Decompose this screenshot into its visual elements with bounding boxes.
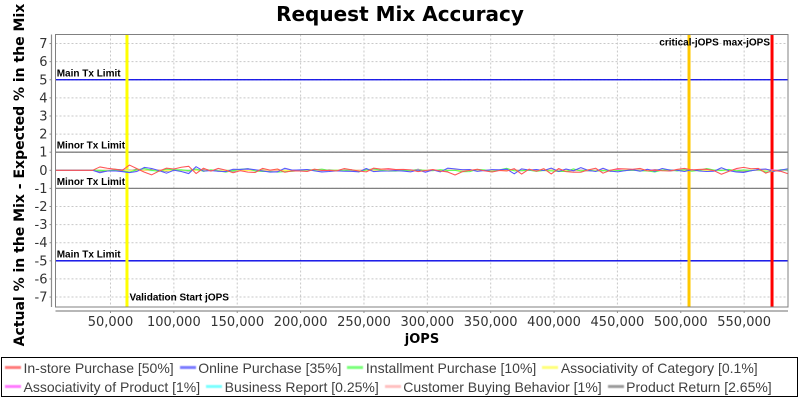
- legend-label: Product Return [2.65%]: [626, 378, 772, 395]
- legend-label: Associativity of Category [0.1%]: [560, 359, 758, 376]
- series-line: [54, 167, 789, 173]
- y-tick-label: -2: [35, 200, 48, 215]
- legend-item: Associativity of Category [0.1%]: [542, 359, 758, 376]
- legend-item: In-store Purchase [50%]: [5, 360, 174, 376]
- y-tick-label: -4: [35, 236, 48, 251]
- y-tick-label: 4: [39, 91, 47, 106]
- y-tick-label: 6: [39, 55, 47, 70]
- y-tick-label: -5: [35, 254, 48, 269]
- y-tick-label: 2: [39, 128, 47, 143]
- limit-label: Minor Tx Limit: [57, 177, 126, 188]
- legend-marker: [384, 385, 401, 388]
- legend: In-store Purchase [50%] Online Purchase …: [1, 357, 798, 397]
- x-tick-label: 300,000: [400, 315, 454, 330]
- legend-item: Business Report [0.25%]: [206, 379, 379, 395]
- legend-marker: [607, 385, 624, 388]
- x-tick-label: 100,000: [147, 315, 201, 330]
- x-tick-label: 500,000: [654, 315, 708, 330]
- legend-marker: [5, 366, 21, 369]
- legend-marker: [179, 366, 196, 369]
- legend-marker: [542, 366, 559, 369]
- y-tick-label: -7: [35, 291, 48, 306]
- x-axis-title: jOPS: [404, 332, 440, 347]
- x-tick-label: 150,000: [210, 315, 264, 330]
- limit-label: Main Tx Limit: [57, 249, 122, 260]
- plot-area: -7 -6 -5 -4 -3 -2 -1 0 1 2 3 4 5 6 7 50,000 100,000 150,0…: [35, 34, 789, 330]
- x-tick-label: 550,000: [717, 315, 771, 330]
- legend-label: Associativity of Product [1%]: [23, 378, 201, 395]
- x-tick-label: 450,000: [591, 315, 645, 330]
- x-tick-label: 400,000: [527, 315, 581, 330]
- legend-label: Installment Purchase [10%]: [365, 359, 537, 376]
- legend-item: Customer Buying Behavior [1%]: [384, 378, 602, 395]
- legend-label: Customer Buying Behavior [1%]: [403, 378, 602, 395]
- y-tick-label: -1: [35, 182, 48, 197]
- y-tick-label: 0: [39, 164, 47, 179]
- jops-marker-label: Validation Start jOPS: [129, 293, 229, 304]
- x-tick-label: 250,000: [337, 315, 391, 330]
- legend-marker: [347, 366, 364, 369]
- y-tick-label: 1: [39, 146, 47, 161]
- y-tick-label: -3: [35, 218, 48, 233]
- legend-label: Business Report [0.25%]: [224, 378, 379, 395]
- limit-label: Main Tx Limit: [57, 68, 122, 79]
- legend-label: Online Purchase [35%]: [198, 359, 342, 376]
- x-tick-label: 200,000: [274, 315, 328, 330]
- y-tick-label: 3: [39, 109, 47, 124]
- series-line: [54, 164, 789, 176]
- legend-row-1: In-store Purchase [50%] Online Purchase …: [2, 358, 797, 377]
- plot-border: [55, 34, 789, 308]
- jops-marker-label: critical-jOPS: [659, 38, 719, 49]
- legend-item: Associativity of Product [1%]: [5, 379, 200, 395]
- y-tick-label: 7: [39, 37, 47, 52]
- legend-item: Product Return [2.65%]: [607, 378, 772, 395]
- y-axis-title: Actual % in the Mix - Expected % in the …: [12, 3, 28, 347]
- legend-label: In-store Purchase [50%]: [23, 359, 174, 376]
- legend-marker: [206, 385, 223, 388]
- limit-label: Minor Tx Limit: [57, 141, 126, 152]
- legend-row-2: Associativity of Product [1%] Business R…: [2, 377, 797, 396]
- legend-marker: [5, 385, 21, 388]
- legend-item: Online Purchase [35%]: [179, 359, 342, 376]
- y-tick-label: -6: [35, 272, 48, 287]
- y-tick-label: 5: [39, 73, 47, 88]
- x-tick-label: 50,000: [88, 315, 134, 330]
- legend-item: Installment Purchase [10%]: [347, 360, 536, 376]
- jops-marker-label: max-jOPS: [723, 38, 771, 49]
- x-tick-label: 350,000: [464, 315, 518, 330]
- chart-title: Request Mix Accuracy: [276, 2, 524, 26]
